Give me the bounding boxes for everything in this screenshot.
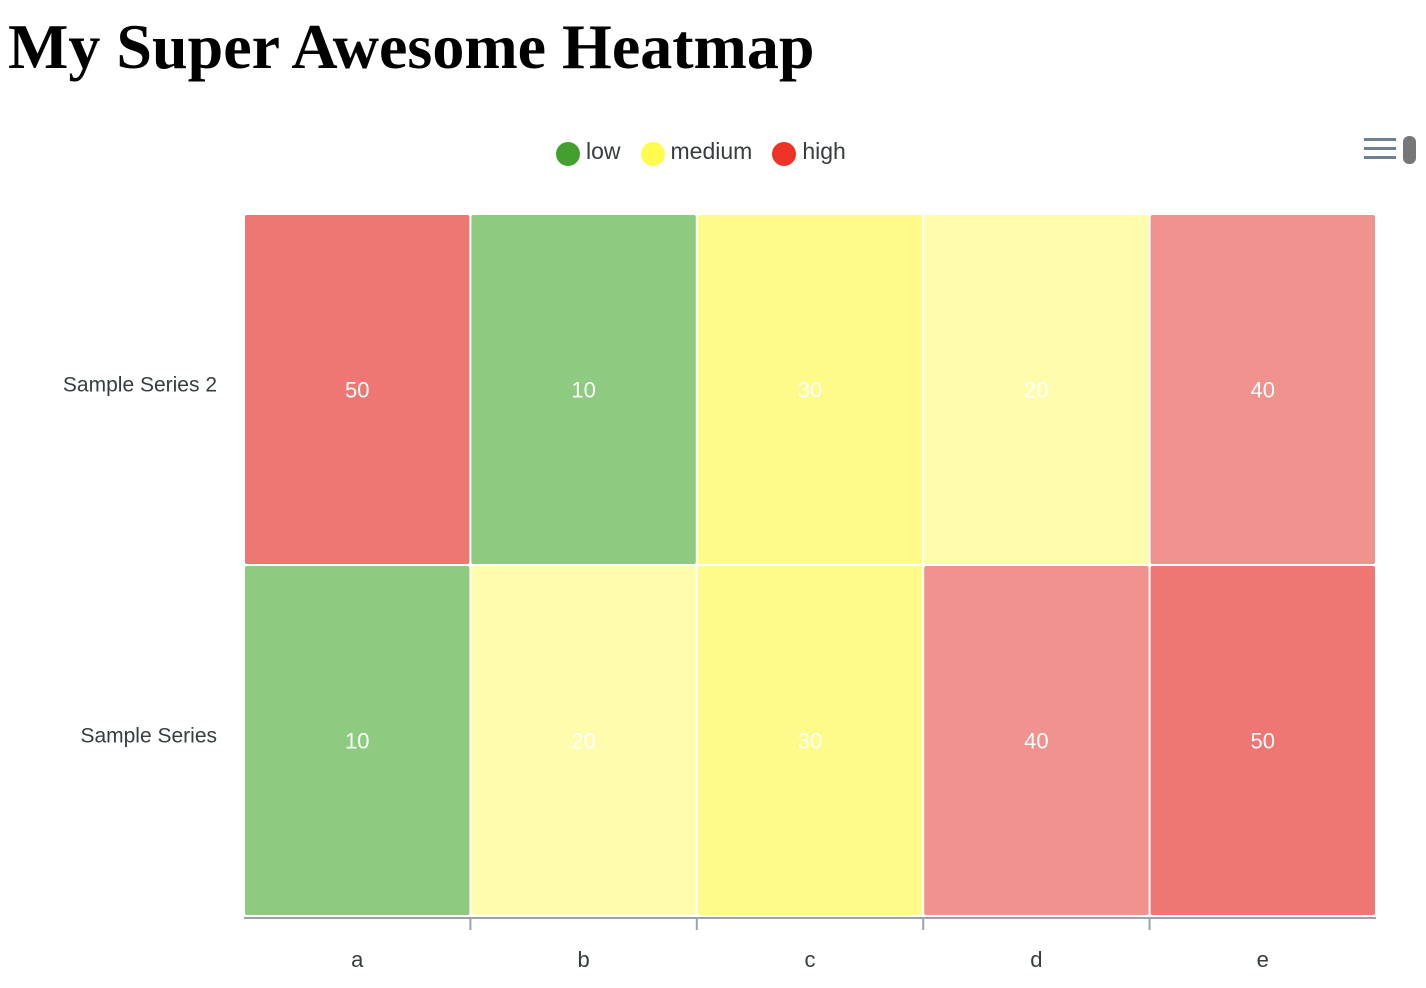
heatmap-cell[interactable] (697, 566, 923, 915)
cell-value-label: 10 (571, 378, 595, 403)
legend-label-medium: medium (670, 137, 753, 164)
cell-value-label: 20 (1024, 378, 1048, 403)
hamburger-menu-icon[interactable] (1364, 136, 1400, 162)
legend-label-high: high (802, 137, 846, 164)
heatmap-cell[interactable] (1150, 566, 1375, 915)
legend-item-low[interactable]: low (556, 136, 621, 166)
legend-marker-high (772, 142, 797, 166)
heatmap-cell[interactable] (924, 215, 1149, 564)
x-axis-label: e (1257, 947, 1269, 972)
cell-value-label: 10 (345, 729, 369, 754)
heatmap-cell[interactable] (697, 215, 923, 564)
heatmap-cell[interactable] (924, 566, 1149, 915)
heatmap-cell[interactable] (245, 566, 470, 915)
cell-value-label: 50 (345, 378, 369, 403)
y-axis-label: Sample Series 2 (63, 374, 217, 397)
legend-label-low: low (586, 137, 621, 164)
cell-value-label: 40 (1251, 378, 1275, 403)
heatmap-cell[interactable] (245, 215, 470, 564)
y-axis-label: Sample Series (80, 725, 217, 748)
cell-value-label: 30 (798, 378, 822, 403)
legend-marker-low (556, 142, 580, 166)
x-axis-label: b (577, 947, 589, 972)
cell-value-label: 30 (798, 729, 822, 754)
scrollbar-thumb[interactable] (1403, 136, 1416, 164)
chart-legend: low medium high (556, 136, 866, 166)
menu-bar-bottom (1364, 156, 1396, 159)
x-axis-label: a (351, 947, 364, 972)
page-title: My Super Awesome Heatmap (8, 11, 815, 82)
menu-bar-top (1364, 138, 1396, 141)
heatmap-cell[interactable] (1150, 215, 1375, 564)
heatmap-cell[interactable] (471, 215, 696, 564)
legend-item-medium[interactable]: medium (640, 136, 753, 166)
menu-bar-middle (1364, 147, 1396, 150)
x-axis-label: d (1030, 947, 1042, 972)
legend-item-high[interactable]: high (772, 136, 846, 166)
cell-value-label: 20 (571, 729, 595, 754)
x-axis-label: c (805, 947, 816, 972)
cell-value-label: 40 (1024, 729, 1048, 754)
legend-marker-medium (640, 142, 665, 166)
heatmap-cell[interactable] (471, 566, 696, 915)
cell-value-label: 50 (1251, 729, 1275, 754)
